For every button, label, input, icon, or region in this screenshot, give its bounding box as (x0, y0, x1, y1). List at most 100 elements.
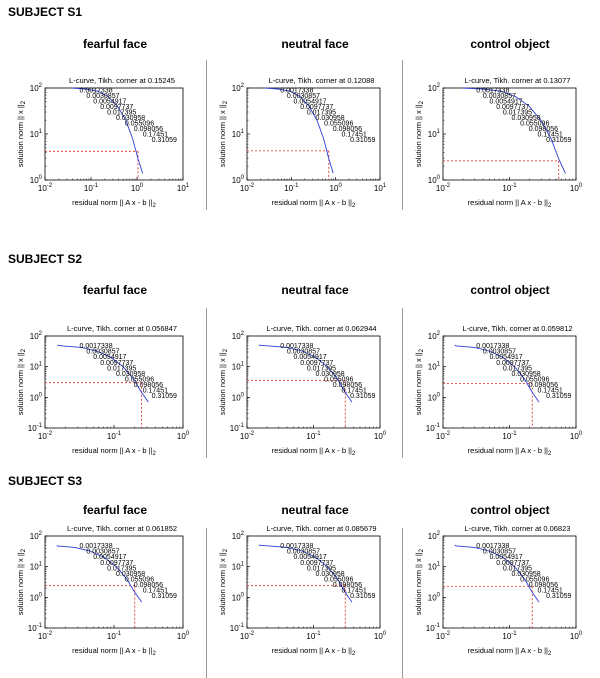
lambda-point-label: 0.055096 (520, 576, 549, 583)
y-axis-label: solution norm || x ||2 (218, 100, 229, 167)
lambda-point-label: 0.31059 (152, 393, 177, 400)
x-tick-label: 101 (177, 183, 190, 193)
x-tick-label: 101 (374, 183, 387, 193)
lambda-point-label: 0.055096 (125, 121, 154, 128)
y-tick-label: 10-1 (28, 623, 43, 633)
lambda-point-label: 0.098056 (134, 582, 163, 589)
x-axis-label: residual norm || A x - b ||2 (272, 446, 356, 457)
lambda-point-label: 0.31059 (350, 593, 375, 600)
lcurve-chart: L-curve, Tikh. corner at 0.061852 10-1 100… (16, 524, 190, 657)
lambda-point-label: 0.0097737 (496, 560, 529, 567)
lambda-point-label: 0.017395 (307, 565, 336, 572)
lcurve-line (258, 344, 353, 403)
lambda-point-label: 0.017395 (503, 365, 532, 372)
lambda-point-label: 0.098056 (529, 582, 558, 589)
y-tick-label: 101 (30, 129, 43, 139)
y-axis-label: solution norm || x ||2 (414, 548, 425, 615)
condition-heading: neutral face (281, 503, 349, 517)
lambda-point-label: 0.055096 (125, 376, 154, 383)
lambda-point-label: 0.0017338 (80, 543, 113, 550)
lambda-point-label: 0.0054917 (93, 554, 126, 561)
lcurve-chart: L-curve, Tikh. corner at 0.06823 10-1 100 1… (414, 524, 583, 657)
lambda-point-label: 0.0030857 (483, 349, 516, 356)
lambda-point-label: 0.17451 (143, 387, 168, 394)
y-tick-label: 101 (30, 562, 43, 572)
y-axis-label: solution norm || x ||2 (414, 348, 425, 415)
lambda-point-label: 0.030958 (512, 115, 541, 122)
lambda-point-label: 0.030958 (316, 371, 345, 378)
y-tick-label: 10-1 (426, 423, 441, 433)
lambda-point-label: 0.017395 (503, 110, 532, 117)
x-tick-label: 10-2 (240, 431, 255, 441)
lambda-point-label: 0.0030857 (483, 549, 516, 556)
lambda-point-label: 0.0017338 (280, 343, 313, 350)
y-tick-label: 102 (428, 531, 441, 541)
column-divider (206, 60, 207, 210)
x-axis-label: residual norm || A x - b ||2 (468, 446, 552, 457)
lambda-point-label: 0.31059 (350, 137, 375, 144)
y-axis-label: solution norm || x ||2 (414, 100, 425, 167)
lambda-point-label: 0.17451 (341, 132, 366, 139)
lambda-point-label: 0.31059 (546, 137, 571, 144)
column-divider (402, 528, 403, 678)
lcurve-line (258, 544, 353, 603)
column-divider (402, 60, 403, 210)
y-tick-label: 100 (30, 392, 43, 402)
lambda-point-label: 0.0017338 (80, 87, 113, 94)
x-tick-label: 10-2 (436, 431, 451, 441)
y-axis-label: solution norm || x ||2 (16, 100, 27, 167)
subject-label: SUBJECT S2 (8, 252, 83, 266)
lambda-point-label: 0.030958 (316, 571, 345, 578)
lcurve-line (454, 544, 540, 603)
y-axis-label: solution norm || x ||2 (16, 348, 27, 415)
y-tick-label: 100 (428, 175, 441, 185)
lambda-point-label: 0.0030857 (287, 349, 320, 356)
y-tick-label: 100 (30, 175, 43, 185)
corner-title: L-curve, Tikh. corner at 0.056847 (67, 324, 177, 333)
y-tick-label: 102 (232, 83, 245, 93)
subject-label: SUBJECT S3 (8, 474, 83, 488)
y-tick-label: 100 (428, 392, 441, 402)
lambda-point-label: 0.0030857 (287, 93, 320, 100)
lambda-point-label: 0.0097737 (100, 360, 133, 367)
x-axis-label: residual norm || A x - b ||2 (72, 446, 156, 457)
y-tick-label: 102 (232, 331, 245, 341)
lambda-point-label: 0.31059 (546, 593, 571, 600)
y-tick-label: 100 (232, 392, 245, 402)
y-tick-label: 102 (428, 83, 441, 93)
lambda-point-label: 0.0017338 (280, 543, 313, 550)
lcurve-line (264, 87, 334, 174)
lambda-point-label: 0.31059 (152, 593, 177, 600)
x-tick-label: 10-2 (38, 183, 53, 193)
lambda-point-label: 0.098056 (333, 126, 362, 133)
lambda-point-label: 0.31059 (350, 393, 375, 400)
lambda-point-label: 0.0054917 (490, 354, 523, 361)
y-tick-label: 101 (232, 362, 245, 372)
y-tick-label: 10-1 (28, 423, 43, 433)
lambda-point-label: 0.0097737 (496, 360, 529, 367)
lambda-point-label: 0.017395 (307, 365, 336, 372)
lambda-point-label: 0.030958 (116, 115, 145, 122)
corner-title: L-curve, Tikh. corner at 0.061852 (67, 524, 177, 533)
lambda-point-label: 0.0054917 (294, 98, 327, 105)
lambda-point-label: 0.017395 (107, 365, 136, 372)
lambda-point-label: 0.017395 (107, 110, 136, 117)
lambda-point-label: 0.0054917 (294, 554, 327, 561)
y-tick-label: 10-1 (230, 623, 245, 633)
lambda-point-label: 0.0097737 (100, 104, 133, 111)
x-tick-label: 10-2 (38, 431, 53, 441)
x-tick-label: 10-2 (240, 631, 255, 641)
lambda-point-label: 0.17451 (143, 132, 168, 139)
condition-heading: neutral face (281, 283, 349, 297)
lambda-point-label: 0.31059 (546, 393, 571, 400)
x-axis-label: residual norm || A x - b ||2 (72, 198, 156, 209)
x-tick-label: 100 (570, 631, 583, 641)
y-axis-label: solution norm || x ||2 (16, 548, 27, 615)
y-tick-label: 102 (428, 331, 441, 341)
lambda-point-label: 0.0097737 (100, 560, 133, 567)
x-axis-label: residual norm || A x - b ||2 (468, 646, 552, 657)
x-tick-label: 10-1 (502, 431, 517, 441)
column-divider (206, 308, 207, 458)
lambda-point-label: 0.017395 (107, 565, 136, 572)
condition-heading: fearful face (82, 503, 148, 517)
